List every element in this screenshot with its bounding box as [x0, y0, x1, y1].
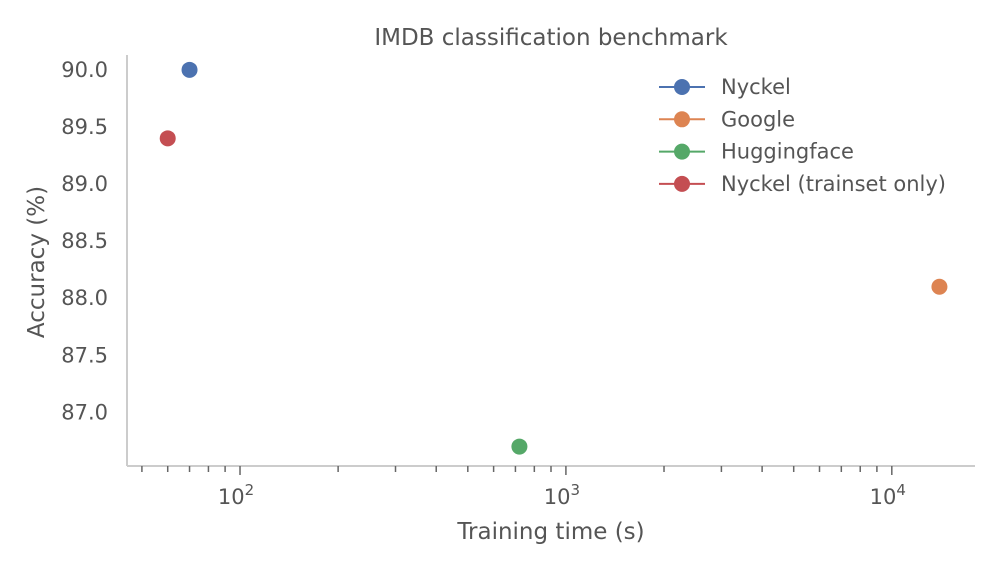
legend-marker: [674, 79, 690, 95]
legend-label: Nyckel: [721, 75, 791, 99]
data-point-nyckel: [181, 61, 198, 78]
x-tick-base: 10: [870, 485, 897, 509]
data-points: [159, 61, 948, 455]
chart-title: IMDB classification benchmark: [374, 25, 728, 51]
x-tick-label: 102: [218, 481, 254, 509]
axes: [126, 55, 975, 467]
x-tick-label: 103: [544, 481, 580, 509]
legend-marker: [674, 111, 690, 128]
x-tick-exponent: 2: [245, 481, 255, 499]
y-axis-label: Accuracy (%): [24, 186, 50, 338]
y-tick-label: 89.5: [61, 115, 108, 139]
y-tick-label: 88.5: [61, 229, 108, 253]
y-tick-label: 87.0: [61, 400, 108, 424]
y-ticks: 87.0 87.5 88.0 88.5 89.0 89.5 90.0: [61, 58, 108, 425]
x-tick-label: 104: [870, 481, 906, 509]
data-point-huggingface: [511, 438, 528, 455]
legend-label: Nyckel (trainset only): [721, 172, 946, 196]
legend: Nyckel Google Huggingface Nyckel (trainset …: [659, 75, 946, 196]
legend-label: Google: [721, 107, 795, 131]
y-tick-label: 89.0: [61, 172, 108, 196]
x-axis-label: Training time (s): [456, 519, 644, 545]
data-point-google: [931, 278, 948, 295]
y-tick-label: 87.5: [61, 343, 108, 367]
x-tick-exponent: 3: [571, 481, 581, 499]
data-point-nyckel-trainset-only: [159, 130, 176, 147]
y-tick-label: 88.0: [61, 286, 108, 310]
x-ticks: 102 103 104: [141, 466, 906, 509]
legend-marker: [674, 143, 690, 160]
x-tick-base: 10: [544, 485, 571, 509]
x-tick-base: 10: [218, 485, 245, 509]
y-tick-label: 90.0: [61, 58, 108, 82]
legend-marker: [674, 175, 690, 192]
x-tick-exponent: 4: [896, 481, 906, 499]
legend-label: Huggingface: [721, 140, 854, 164]
